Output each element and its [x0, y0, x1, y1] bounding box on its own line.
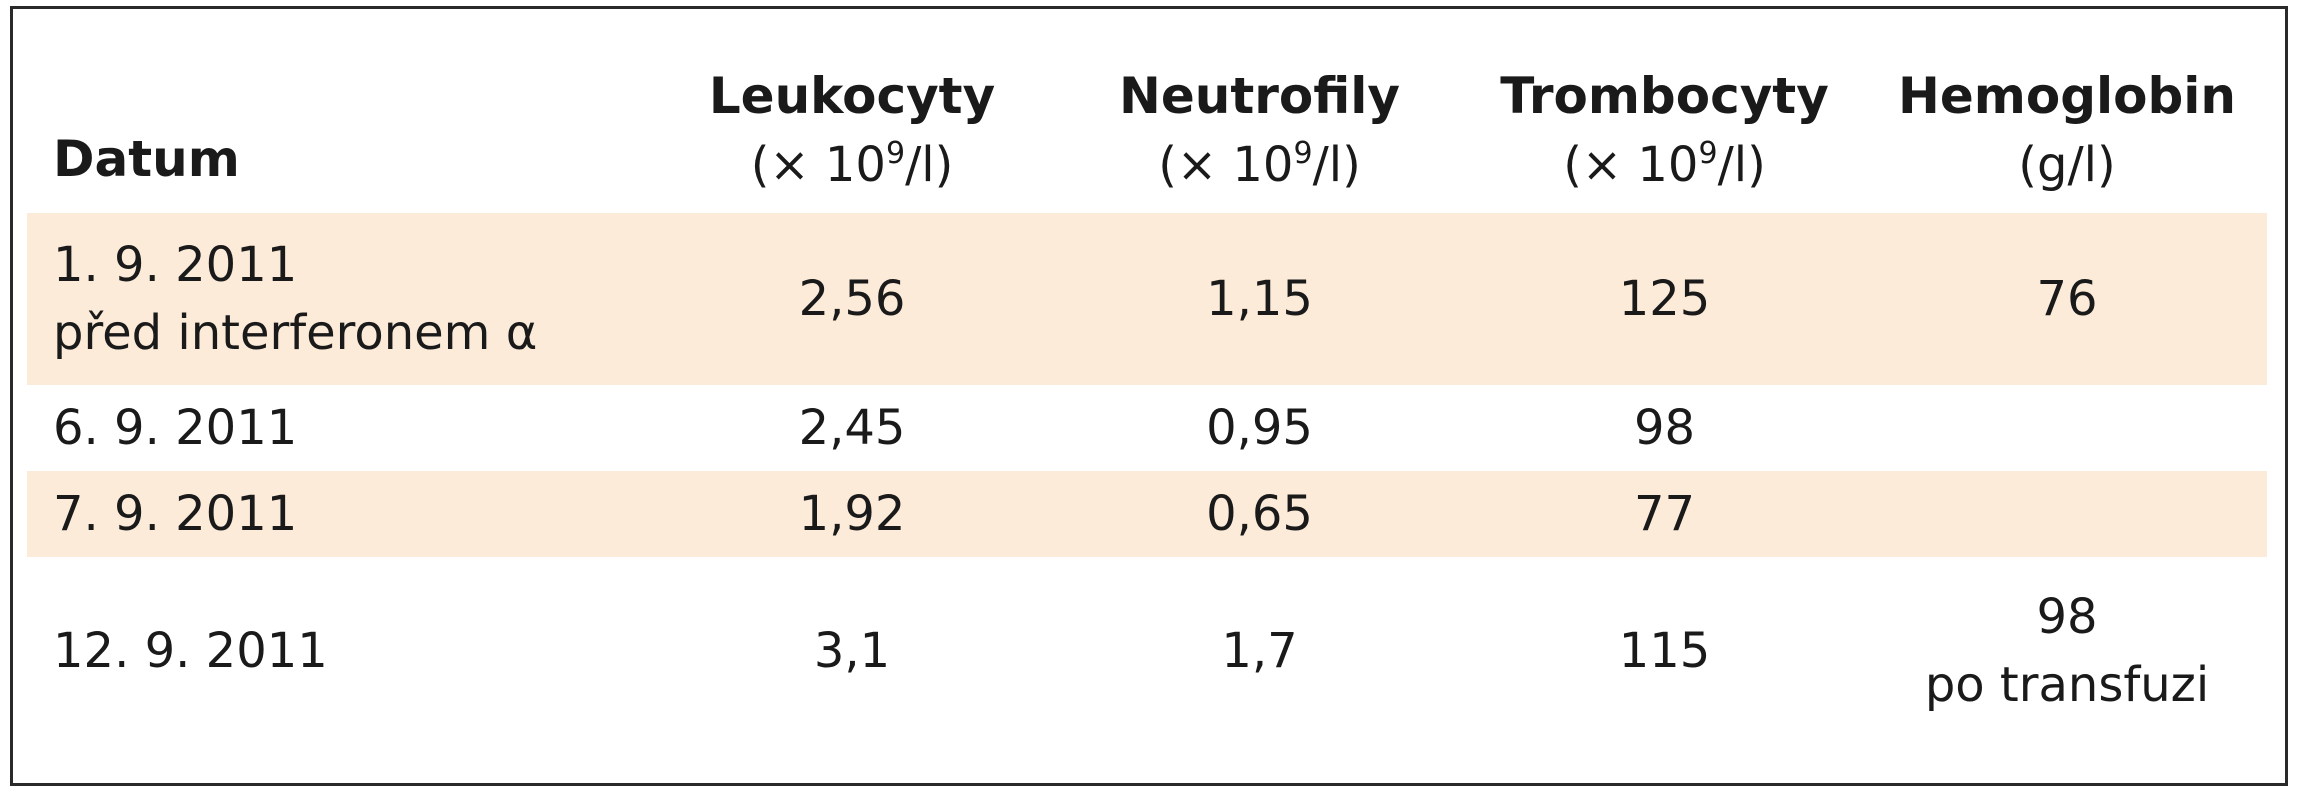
header-leukocyty: Leukocyty (× 109/l) — [647, 47, 1057, 213]
table-row: 6. 9. 2011 2,45 0,95 98 — [27, 385, 2267, 471]
cell-date: 12. 9. 2011 — [53, 623, 328, 679]
cell-date-note: před interferonem α — [53, 305, 538, 361]
cell-trombocyty: 98 — [1633, 400, 1696, 456]
cell-leukocyty: 3,1 — [813, 623, 891, 679]
cell-leukocyty: 1,92 — [647, 471, 1057, 557]
cell-neutrofily: 1,15 — [1057, 213, 1462, 385]
blood-count-table: Datum Leukocyty (× 109/l) Neutrofily (× … — [27, 47, 2267, 745]
header-neutrofily-unit: (× 109/l) — [1158, 136, 1361, 193]
cell-trombocyty: 125 — [1462, 213, 1867, 385]
table-body: 1. 9. 2011 před interferonem α 2,56 1,15… — [27, 213, 2267, 745]
cell-leukocyty: 2,45 — [798, 400, 906, 456]
header-neutrofily-label: Neutrofily — [1118, 67, 1401, 125]
cell-neutrofily: 1,7 — [1221, 623, 1298, 679]
header-hemoglobin: Hemoglobin (g/l) — [1867, 47, 2267, 213]
cell-date: 1. 9. 2011 před interferonem α — [27, 213, 647, 385]
header-datum-label: Datum — [53, 130, 240, 188]
cell-hemoglobin: 76 — [1867, 213, 2267, 385]
header-trombocyty-label: Trombocyty — [1500, 67, 1829, 125]
cell-neutrofily: 0,65 — [1057, 471, 1462, 557]
cell-date: 6. 9. 2011 — [53, 400, 298, 456]
cell-hemoglobin: 98 po transfuzi — [1867, 557, 2267, 745]
table-row: 12. 9. 2011 3,1 1,7 115 98 po transfuzi — [27, 557, 2267, 745]
header-datum: Datum — [27, 47, 647, 213]
header-row: Datum Leukocyty (× 109/l) Neutrofily (× … — [27, 47, 2267, 213]
cell-hemoglobin — [1867, 385, 2267, 471]
cell-date: 7. 9. 2011 — [27, 471, 647, 557]
header-hemoglobin-unit: (g/l) — [2018, 137, 2116, 193]
cell-hemoglobin-note: po transfuzi — [1924, 657, 2210, 713]
header-hemoglobin-label: Hemoglobin — [1897, 67, 2236, 125]
table-row: 7. 9. 2011 1,92 0,65 77 — [27, 471, 2267, 557]
cell-trombocyty: 115 — [1618, 623, 1711, 679]
cell-trombocyty: 77 — [1462, 471, 1867, 557]
cell-leukocyty: 2,56 — [647, 213, 1057, 385]
header-leukocyty-label: Leukocyty — [708, 67, 996, 125]
header-neutrofily: Neutrofily (× 109/l) — [1057, 47, 1462, 213]
table-row: 1. 9. 2011 před interferonem α 2,56 1,15… — [27, 213, 2267, 385]
header-leukocyty-unit: (× 109/l) — [750, 136, 954, 193]
table-header: Datum Leukocyty (× 109/l) Neutrofily (× … — [27, 47, 2267, 213]
header-trombocyty: Trombocyty (× 109/l) — [1462, 47, 1867, 213]
table-frame — [10, 6, 2288, 786]
cell-neutrofily: 0,95 — [1206, 400, 1313, 456]
header-trombocyty-unit: (× 109/l) — [1563, 136, 1766, 193]
cell-hemoglobin — [1867, 471, 2267, 557]
